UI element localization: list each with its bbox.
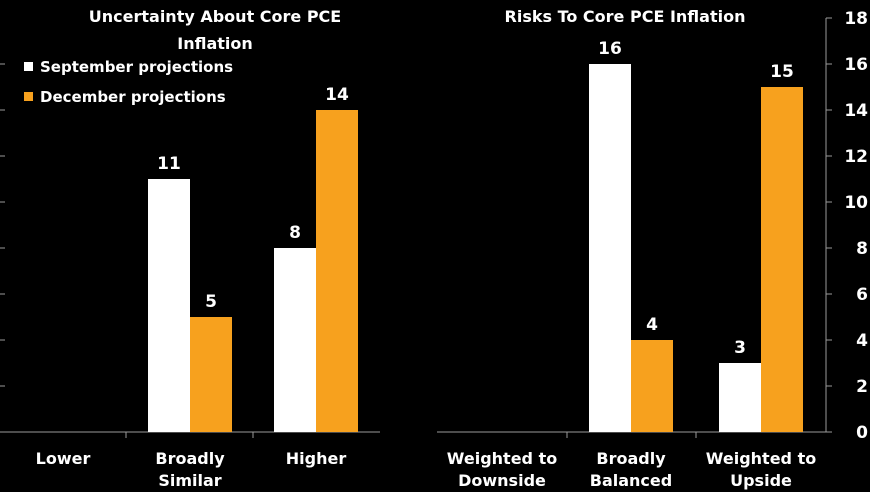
data-label: 14 <box>325 85 349 105</box>
bar-december <box>190 317 232 432</box>
bar-september <box>274 248 316 432</box>
legend-swatch-december <box>24 92 33 101</box>
data-label: 15 <box>770 62 794 82</box>
y-tick-label: 12 <box>844 147 868 167</box>
category-label: Higher <box>286 449 347 468</box>
category-label: Broadly <box>155 449 225 468</box>
data-label: 16 <box>598 39 622 59</box>
legend-swatch-september <box>24 62 33 71</box>
category-label: Downside <box>458 471 546 490</box>
legend-label-september: September projections <box>40 58 233 76</box>
bar-december <box>761 87 803 432</box>
y-tick-label: 8 <box>856 239 868 259</box>
data-label: 8 <box>289 223 301 243</box>
category-label: Balanced <box>590 471 672 490</box>
category-label: Similar <box>158 471 221 490</box>
bar-september <box>589 64 631 432</box>
data-label: 5 <box>205 292 217 312</box>
chart-title-line-1: Uncertainty About Core PCE <box>89 7 341 26</box>
y-tick-label: 10 <box>844 193 868 213</box>
y-tick-label: 18 <box>844 9 868 29</box>
bar-september <box>719 363 761 432</box>
category-label: Broadly <box>596 449 666 468</box>
data-label: 11 <box>157 154 181 174</box>
y-tick-label: 2 <box>856 377 868 397</box>
legend-label-december: December projections <box>40 88 226 106</box>
category-label: Weighted to <box>447 449 557 468</box>
y-tick-label: 6 <box>856 285 868 305</box>
y-tick-label: 16 <box>844 55 868 75</box>
category-label: Weighted to <box>706 449 816 468</box>
data-label: 3 <box>734 338 746 358</box>
y-tick-label: 14 <box>844 101 868 121</box>
bar-december <box>316 110 358 432</box>
category-label: Lower <box>36 449 91 468</box>
category-label: Upside <box>730 471 792 490</box>
y-tick-label: 0 <box>856 423 868 443</box>
chart-title-line-2: Inflation <box>177 34 253 53</box>
data-label: 4 <box>646 315 658 335</box>
chart-title: Risks To Core PCE Inflation <box>505 7 746 26</box>
bar-december <box>631 340 673 432</box>
bar-september <box>148 179 190 432</box>
y-tick-label: 4 <box>856 331 868 351</box>
